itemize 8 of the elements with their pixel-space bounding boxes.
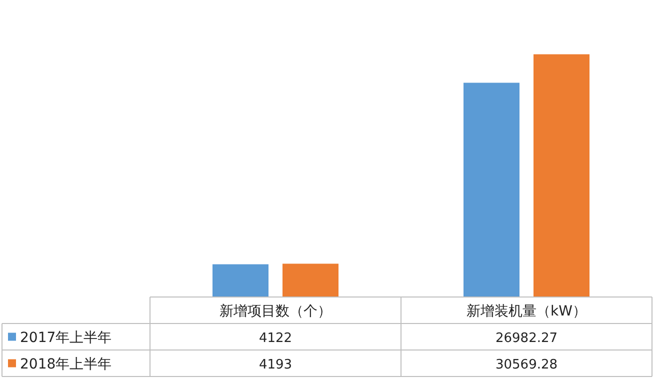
x-tick-label: 新增项目数（个）: [220, 303, 332, 320]
data-label: 4122: [258, 330, 292, 346]
legend-label: 2018年上半年: [20, 356, 112, 372]
data-label: 26982.27: [495, 330, 558, 346]
legend-label: 2017年上半年: [20, 330, 112, 346]
data-label: 30569.28: [495, 357, 558, 372]
x-tick-label: 新增装机量（kW）: [466, 303, 586, 320]
data-label: 4193: [258, 357, 292, 372]
